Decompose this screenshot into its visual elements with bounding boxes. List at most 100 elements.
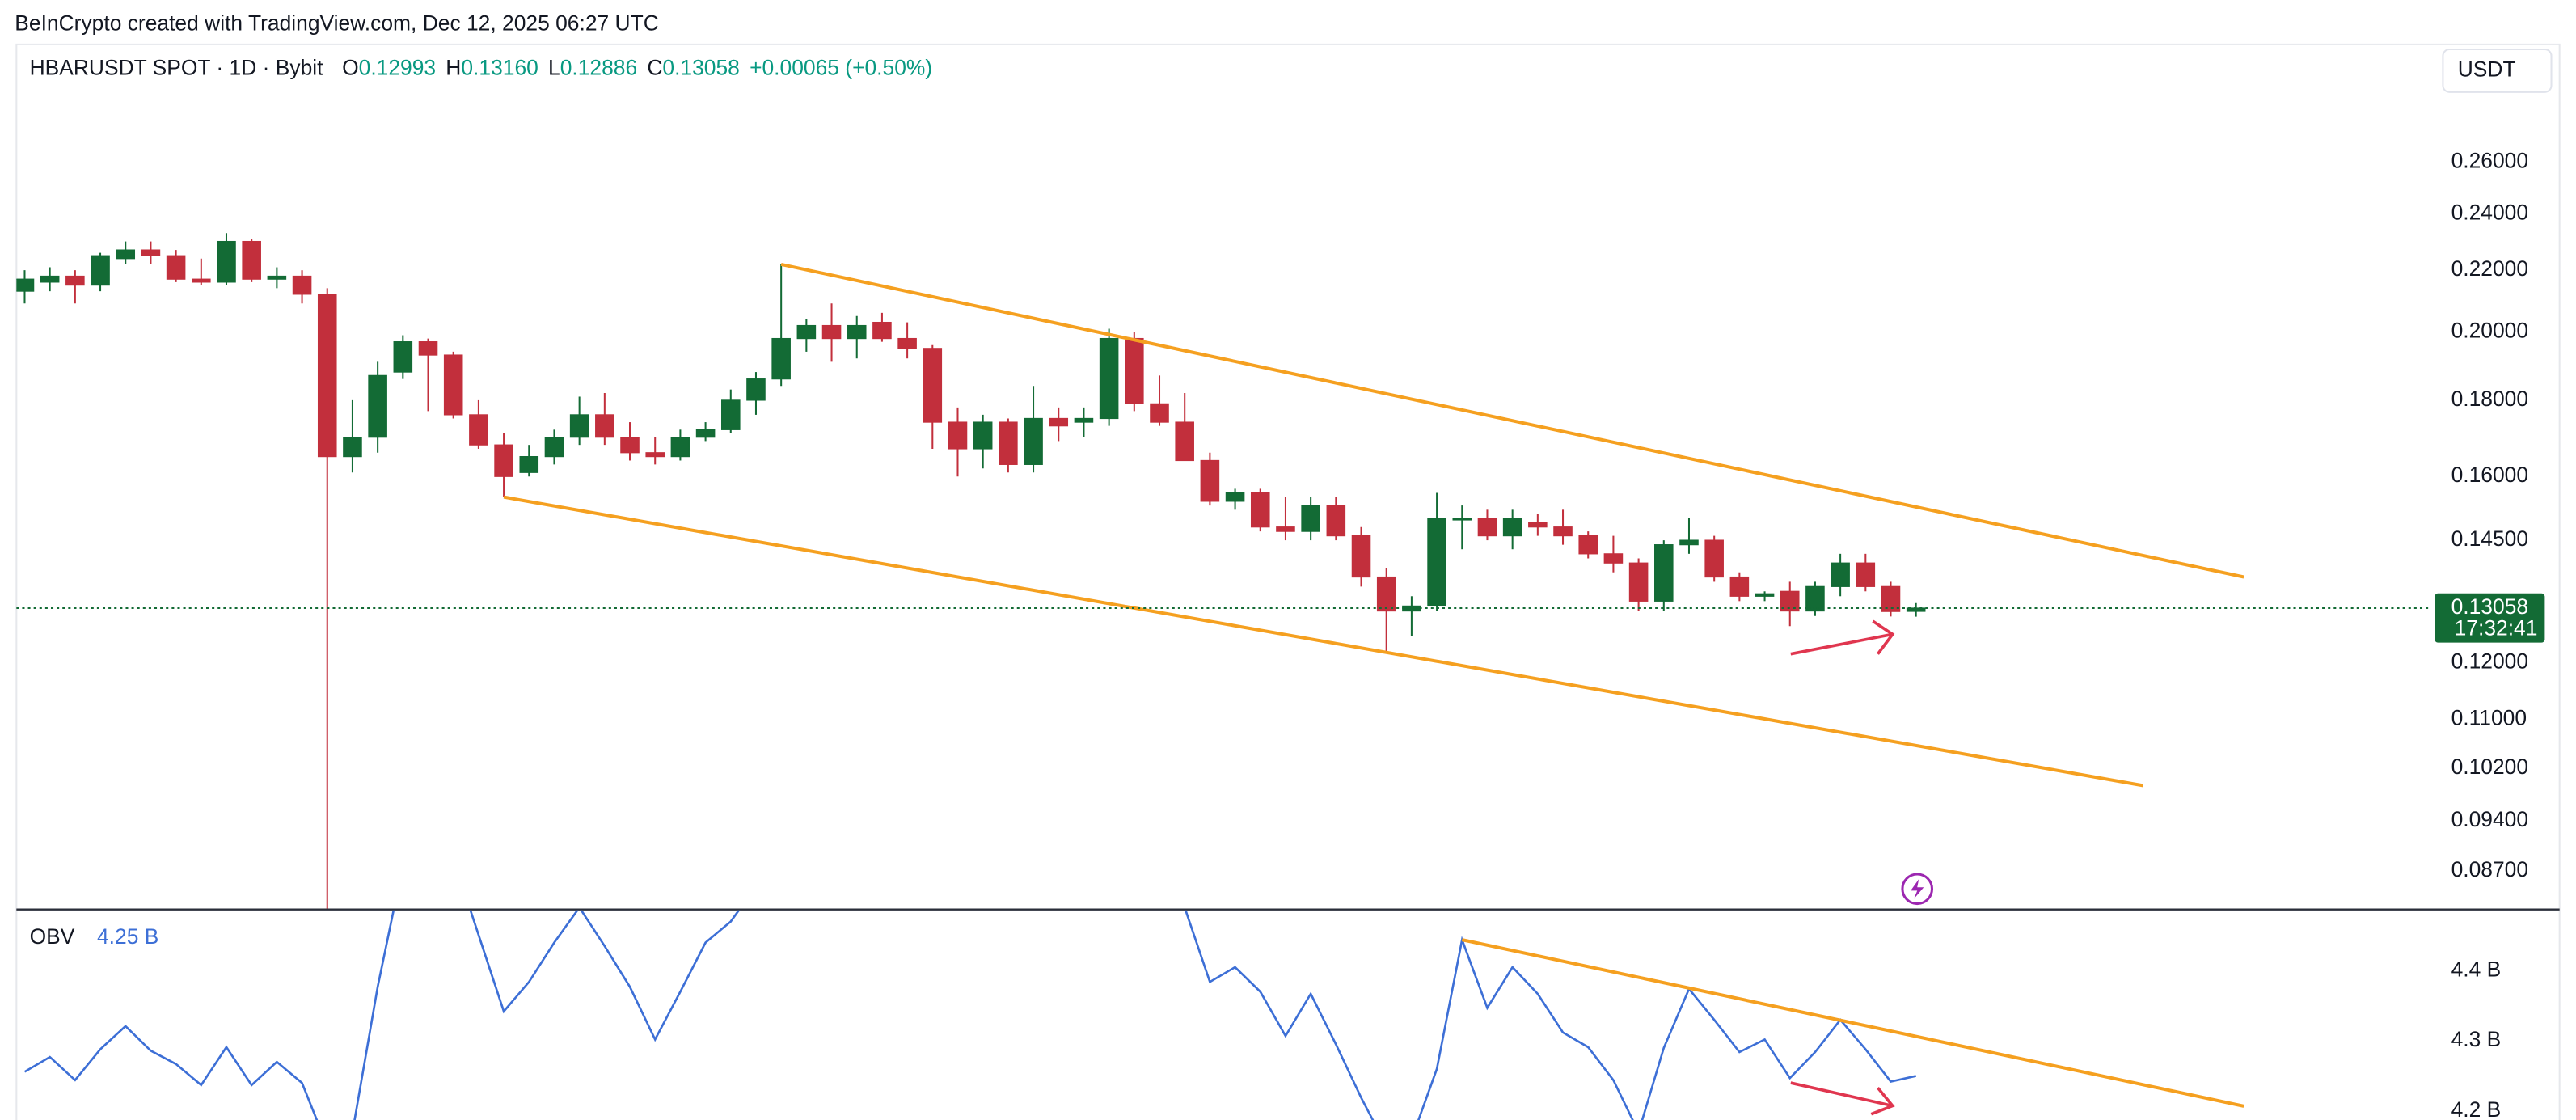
y-tick-label: 4.2 B	[2451, 1097, 2502, 1120]
candle-body	[1881, 585, 1901, 612]
candle-body	[746, 378, 766, 401]
obv-pane	[23, 910, 2244, 1120]
candle-body	[40, 275, 60, 283]
ohlc-value: 0.13058	[662, 55, 739, 79]
frame	[15, 43, 2561, 1120]
ohlc-key: L	[548, 55, 560, 79]
candle-body	[620, 437, 640, 454]
candle-body	[1427, 518, 1446, 607]
candle-body	[1099, 337, 1119, 420]
y-tick-label: 0.16000	[2451, 463, 2528, 487]
candle-body	[1603, 553, 1624, 564]
y-tick-label: 4.3 B	[2451, 1027, 2502, 1051]
obv-line	[23, 910, 1916, 1120]
symbol: HBARUSDT SPOT · 1D · Bybit	[30, 55, 324, 79]
candle-body	[1729, 576, 1750, 597]
candle-body	[1150, 403, 1169, 423]
candle-body	[1049, 417, 1069, 427]
candle-body	[872, 321, 892, 340]
trendline	[1461, 938, 2244, 1108]
candle-body	[796, 324, 817, 340]
candle-body	[1452, 518, 1472, 521]
candle-body	[948, 421, 968, 450]
candle-body	[343, 437, 362, 458]
y-tick-label: 0.11000	[2451, 705, 2527, 729]
candle-body	[923, 348, 943, 423]
candle-body	[242, 240, 261, 280]
y-tick-label: 4.4 B	[2451, 957, 2502, 981]
candle-body	[1276, 526, 1295, 532]
obv-arrow	[1790, 1081, 1895, 1116]
trendline	[503, 495, 2143, 788]
candle-body	[670, 437, 690, 458]
candle-body	[217, 240, 236, 283]
candle-body	[393, 341, 413, 373]
candle-body	[494, 444, 513, 477]
candle-body	[1654, 544, 1674, 602]
candle-body	[141, 249, 161, 256]
candle-body	[897, 337, 917, 349]
legend: HBARUSDT SPOT · 1D · Bybit O0.12993 H0.13…	[30, 55, 933, 79]
candle-body	[317, 294, 337, 458]
candle-body	[771, 337, 791, 380]
candle-body	[720, 399, 741, 430]
candle-body	[1628, 562, 1649, 602]
y-tick-label: 0.24000	[2451, 200, 2528, 224]
price-tag-value: 0.13058	[2451, 594, 2528, 619]
ohlc-key: O	[342, 55, 359, 79]
candle-body	[1528, 522, 1548, 528]
candle-body	[847, 324, 867, 340]
candle-body	[1250, 492, 1270, 528]
y-tick-label: 0.18000	[2451, 387, 2528, 411]
candle-body	[1351, 535, 1371, 578]
currency-button[interactable]	[2442, 48, 2553, 93]
price-arrow	[1790, 619, 1895, 656]
candle-body	[1376, 576, 1396, 612]
candle-body	[116, 249, 136, 260]
candle-body	[1805, 585, 1825, 612]
y-tick-label: 0.14500	[2451, 526, 2528, 551]
obv-name: OBV	[30, 924, 75, 949]
attribution: BeInCrypto created with TradingView.com,…	[15, 11, 659, 35]
candle-body	[16, 278, 35, 292]
trendline	[780, 262, 2244, 579]
candle-body	[1755, 593, 1775, 597]
ohlc-key: C	[647, 55, 662, 79]
price-tag	[2435, 593, 2545, 643]
candle-body	[1477, 518, 1497, 537]
currency[interactable]: USDT	[2458, 57, 2516, 81]
ohlc-key: H	[446, 55, 461, 79]
candle-body	[1074, 417, 1094, 423]
candle-body	[1326, 505, 1346, 537]
candle-body	[1831, 562, 1850, 587]
candle-body	[192, 278, 211, 283]
candle-body	[1301, 505, 1320, 532]
candle-body	[292, 275, 312, 295]
candle-body	[1856, 562, 1876, 587]
price-pane	[16, 233, 2244, 909]
ohlc-value: 0.12993	[359, 55, 436, 79]
candle-body	[645, 452, 665, 458]
candle-body	[1704, 539, 1724, 578]
y-tick-label: 0.20000	[2451, 318, 2528, 342]
ohlc-value: 0.13160	[461, 55, 538, 79]
candle-body	[695, 429, 716, 438]
candle-body	[1679, 539, 1699, 546]
alert-icon[interactable]	[1901, 873, 1934, 906]
candle-body	[91, 255, 110, 286]
candle-body	[1175, 421, 1194, 462]
candle-body	[267, 275, 287, 280]
y-tick-label: 0.26000	[2451, 148, 2528, 172]
y-tick-label: 0.12000	[2451, 649, 2528, 674]
candle-body	[999, 421, 1018, 465]
candle-body	[418, 341, 438, 356]
candle-body	[65, 275, 85, 286]
candle-body	[368, 374, 387, 438]
candle-body	[1200, 459, 1220, 502]
candle-body	[1024, 417, 1043, 465]
candle-body	[821, 324, 842, 340]
y-tick-label: 0.22000	[2451, 256, 2528, 281]
